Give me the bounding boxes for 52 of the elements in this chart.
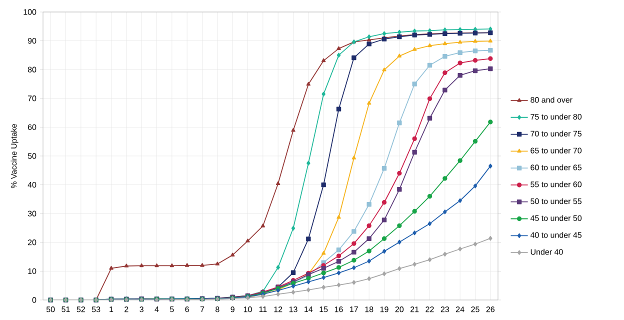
y-tick-label: 90 <box>28 38 36 44</box>
x-tick-label: 25 <box>471 306 480 312</box>
x-tick-label: 17 <box>350 306 358 312</box>
x-tick-label: 23 <box>440 306 450 312</box>
x-tick-label: 4 <box>154 306 159 312</box>
x-tick-label: 10 <box>244 306 252 312</box>
legend-label: 65 to under 70 <box>530 148 582 154</box>
legend-label: Under 40 <box>530 248 563 255</box>
x-tick-label: 3 <box>140 306 144 312</box>
y-tick-label: 40 <box>28 182 36 188</box>
x-tick-label: 53 <box>92 306 100 312</box>
y-tick-label: 60 <box>28 124 36 130</box>
x-tick-label: 50 <box>46 306 55 312</box>
x-tick-label: 2 <box>124 306 128 312</box>
x-tick-label: 6 <box>185 306 189 312</box>
x-tick-label: 13 <box>289 306 298 312</box>
x-tick-label: 1 <box>110 306 114 312</box>
legend-label: 50 to under 55 <box>530 198 582 204</box>
x-tick-label: 18 <box>365 306 374 312</box>
y-tick-label: 100 <box>24 9 36 15</box>
y-axis-title: % Vaccine Uptake <box>10 124 18 188</box>
y-tick-label: 50 <box>28 153 36 159</box>
x-tick-label: 14 <box>304 306 313 312</box>
x-tick-label: 51 <box>62 306 70 312</box>
x-tick-label: 19 <box>380 306 388 312</box>
legend-label: 45 to under 50 <box>530 215 582 221</box>
legend-label: 75 to under 80 <box>530 114 582 120</box>
legend-label: 60 to under 65 <box>530 164 582 170</box>
x-tick-label: 21 <box>410 306 419 312</box>
x-tick-label: 16 <box>334 306 343 312</box>
y-tick-label: 10 <box>28 268 36 274</box>
legend-label: 80 and over <box>530 96 572 103</box>
y-tick-label: 20 <box>28 240 36 246</box>
x-tick-label: 9 <box>230 306 234 312</box>
y-tick-label: 0 <box>32 297 36 303</box>
y-tick-label: 80 <box>28 66 36 72</box>
x-tick-label: 26 <box>486 306 495 312</box>
x-tick-label: 7 <box>200 306 204 312</box>
y-tick-label: 30 <box>28 210 36 216</box>
x-tick-label: 8 <box>216 306 220 312</box>
x-tick-label: 15 <box>320 306 328 312</box>
x-tick-label: 52 <box>76 306 85 312</box>
legend-label: 40 to under 45 <box>530 232 582 238</box>
x-tick-label: 20 <box>395 306 404 312</box>
x-tick-label: 12 <box>274 306 282 312</box>
x-tick-label: 22 <box>426 306 434 312</box>
y-tick-label: 70 <box>28 96 36 102</box>
x-tick-label: 11 <box>259 306 267 312</box>
x-tick-label: 24 <box>456 306 464 312</box>
legend-label: 55 to under 60 <box>530 181 582 188</box>
legend-label: 70 to under 75 <box>530 130 582 136</box>
x-tick-label: 5 <box>170 306 174 312</box>
